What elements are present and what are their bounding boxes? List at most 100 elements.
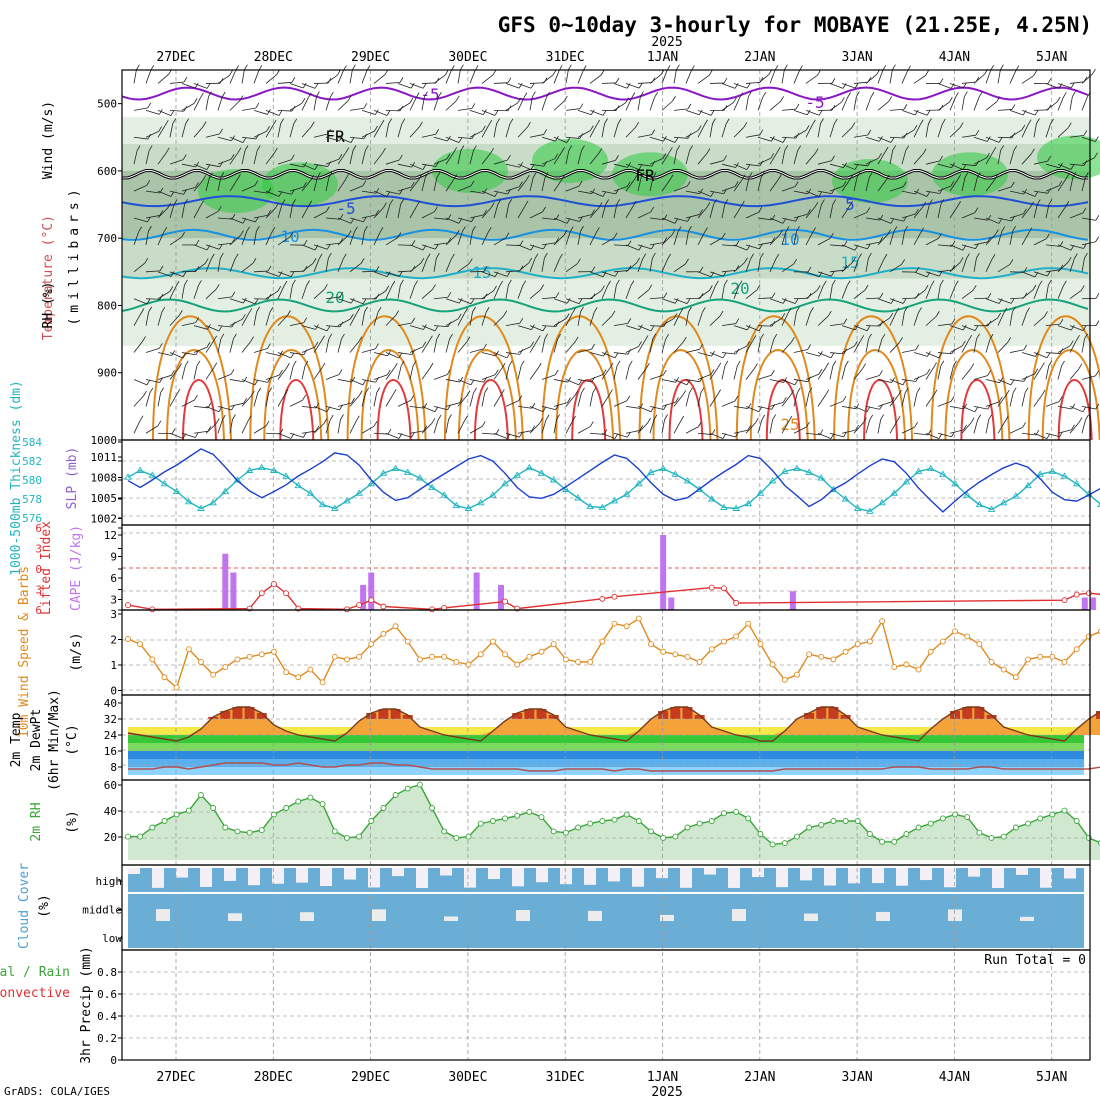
wind-barb	[445, 217, 460, 224]
wind-barb-flag	[747, 324, 751, 331]
wind-barb-flag	[196, 360, 201, 366]
rh2m-line-point	[599, 818, 606, 824]
wind-barb-flag	[229, 70, 233, 76]
wind-barb-flag	[363, 103, 368, 109]
wind-barb	[493, 82, 509, 84]
wind-barb-flag	[250, 336, 255, 342]
wind-barb-flag	[473, 145, 477, 151]
upper-wind-label: Wind (m/s)	[41, 101, 56, 179]
wind-barb-flag	[699, 188, 704, 194]
wind-barb-flag	[796, 306, 800, 313]
wind-barb	[589, 432, 604, 435]
thickness-line-point	[866, 507, 874, 514]
wind-barb-flag	[832, 199, 837, 205]
wind-barb-flag	[843, 348, 848, 355]
wind-barb	[337, 70, 344, 84]
cloud-gap-middle	[876, 911, 890, 921]
rh2m-line-point	[222, 824, 229, 831]
wind-barb-flag	[940, 360, 945, 366]
wind-barb	[229, 298, 244, 304]
wind-barb	[265, 232, 273, 246]
cloud-gap-high	[968, 868, 980, 877]
wind-barb-flag	[246, 226, 250, 232]
wind-barb-flag	[600, 69, 605, 76]
wind-barb-flag	[526, 174, 530, 181]
wind-barb	[565, 379, 580, 386]
wind-barb-flag	[386, 191, 391, 197]
wind-barb-flag	[644, 335, 649, 341]
wind-barb-flag	[290, 271, 295, 277]
wind-barb	[253, 348, 268, 353]
isotherm-minus5-upper	[121, 86, 1089, 101]
wind-barb-flag	[616, 360, 621, 366]
wind-barb	[733, 127, 745, 138]
wind-barb-flag	[1095, 320, 1100, 326]
wind-barb-flag	[902, 298, 907, 304]
wind-barb-flag	[1056, 96, 1061, 103]
wind-barb-flag	[339, 321, 344, 328]
wind-barb	[457, 150, 462, 165]
wind-barb	[445, 318, 459, 326]
wind-barb-flag	[1050, 118, 1054, 125]
wind-barb	[877, 298, 892, 304]
wind-barb	[781, 231, 787, 246]
wind-barb	[637, 367, 647, 380]
wind-barb	[205, 258, 212, 272]
wind-barb	[745, 368, 755, 380]
rh2m-line-point	[684, 824, 691, 831]
wind-barb-flag	[708, 69, 713, 76]
wind-barb	[769, 217, 784, 224]
wind-barb	[493, 190, 508, 195]
wind-barb	[145, 392, 151, 407]
wind-barb-flag	[266, 125, 270, 132]
upper-tick: 600	[97, 165, 117, 178]
wind-barb-flag	[1010, 379, 1015, 386]
thickness-line-point	[525, 463, 534, 471]
wind-barb-flag	[455, 95, 460, 102]
rh-tick: 20	[104, 831, 117, 844]
wind-barb	[565, 231, 571, 246]
isotherm-surface-warm	[735, 315, 816, 441]
wind-barb-flag	[303, 240, 308, 246]
wind-barb	[889, 312, 897, 326]
wind-barb	[337, 152, 347, 165]
wind-barb	[481, 352, 496, 357]
wind-barb	[709, 160, 724, 165]
wind-barb-flag	[1041, 362, 1045, 368]
wind-barb	[229, 152, 239, 165]
wind-barb-flag	[1095, 370, 1099, 377]
wind-barb	[217, 177, 222, 192]
wind-barb	[1069, 177, 1074, 192]
date-label-bottom: 3JAN	[841, 1070, 872, 1085]
wind-barb	[997, 231, 1003, 246]
isotherm-surface-warm	[443, 315, 524, 441]
wind-barb	[517, 179, 527, 192]
rh2m-line-point	[635, 818, 642, 824]
cloud-gap-middle	[660, 914, 674, 921]
rh2m-line-point	[696, 820, 703, 827]
wind-barb-flag	[142, 336, 146, 342]
wind-barb	[709, 271, 724, 277]
wind-speed-line-point	[173, 684, 180, 691]
temp-hot-fill	[208, 717, 219, 719]
wind-barb	[805, 124, 813, 138]
cape-tick: 9	[110, 551, 117, 564]
wind-speed-line-point	[489, 638, 496, 645]
wind-barb	[829, 400, 844, 407]
wind-barb	[325, 325, 340, 328]
wind-barb-flag	[464, 308, 468, 314]
wind-barb-flag	[1067, 256, 1072, 263]
wind-barb	[133, 184, 147, 192]
wind-barb-flag	[879, 370, 883, 376]
wind-barb	[721, 432, 736, 438]
wind-barb	[529, 82, 545, 84]
wind-barb-flag	[879, 236, 884, 243]
wind-barb-flag	[831, 155, 835, 161]
wind-barb-flag	[170, 110, 175, 116]
wind-barb-flag	[544, 252, 548, 259]
cloud-gap-high	[224, 868, 236, 881]
wind-barb-flag	[544, 333, 549, 340]
wind-barb-flag	[248, 308, 253, 314]
wind-barb	[625, 346, 639, 353]
wind-barb-flag	[411, 240, 416, 246]
